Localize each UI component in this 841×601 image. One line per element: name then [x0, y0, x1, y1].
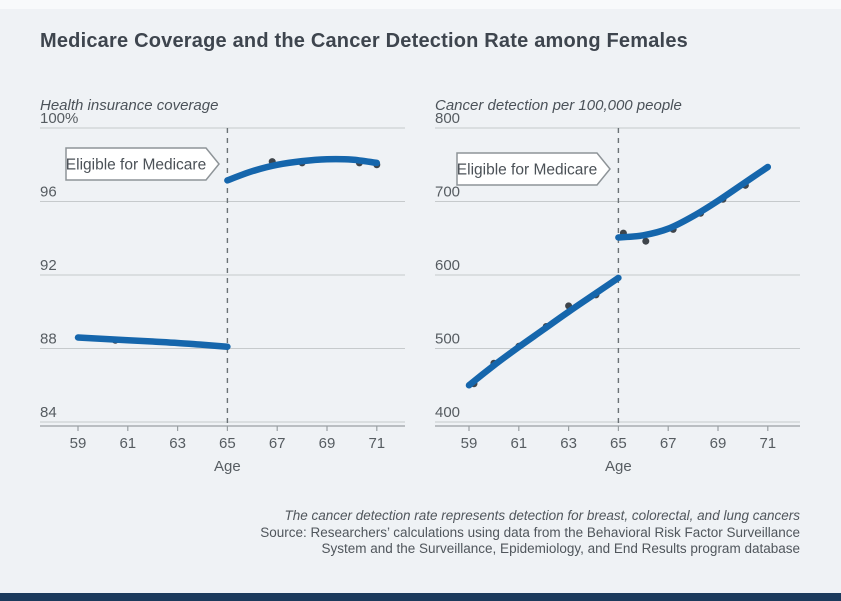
x-tick-label: 69 [319, 435, 336, 452]
x-tick-label: 65 [610, 435, 627, 452]
x-tick-label: 65 [219, 435, 236, 452]
x-tick-label: 61 [119, 435, 136, 452]
eligible-for-medicare-callout [65, 147, 220, 181]
fit-line-fit-before-65 [465, 274, 622, 389]
panel-title: Cancer detection per 100,000 people [435, 97, 682, 114]
callout-label: Eligible for Medicare [457, 162, 597, 179]
y-tick-label: 96 [40, 184, 57, 201]
footer-source-line-2: System and the Surveillance, Epidemiolog… [321, 541, 800, 556]
x-tick-label: 59 [70, 435, 87, 452]
x-tick-label: 69 [710, 435, 727, 452]
y-tick-label: 800 [435, 110, 460, 127]
footer-source-line-1: Source: Researchers’ calculations using … [260, 524, 800, 540]
fit-line-fit-after-65 [615, 163, 772, 241]
footer: The cancer detection rate represents det… [260, 508, 800, 558]
y-tick-label: 500 [435, 331, 460, 348]
y-tick-label: 700 [435, 184, 460, 201]
x-tick-label: 63 [560, 435, 577, 452]
x-tick-label: 67 [660, 435, 677, 452]
y-tick-label: 100% [40, 110, 78, 127]
x-tick-label: 63 [169, 435, 186, 452]
bottom-accent-bar [0, 593, 841, 601]
y-tick-label: 600 [435, 257, 460, 274]
top-strip [0, 0, 841, 9]
x-tick-label: 71 [759, 435, 776, 452]
fit-line-fit-before-65 [74, 334, 231, 350]
data-point [642, 237, 650, 245]
x-tick-label: 61 [510, 435, 527, 452]
x-tick-label: 59 [461, 435, 478, 452]
panel-title: Health insurance coverage [40, 97, 218, 114]
x-tick-label: 71 [368, 435, 385, 452]
y-tick-label: 84 [40, 404, 57, 421]
age-axis-label: Age [214, 458, 241, 475]
age-axis-label: Age [605, 458, 632, 475]
y-tick-label: 400 [435, 404, 460, 421]
callout-label: Eligible for Medicare [66, 157, 206, 174]
y-tick-label: 92 [40, 257, 57, 274]
fit-line-fit-after-65 [224, 155, 381, 184]
footer-note: The cancer detection rate represents det… [284, 508, 800, 523]
y-tick-label: 88 [40, 331, 57, 348]
page-title: Medicare Coverage and the Cancer Detecti… [40, 30, 688, 52]
eligible-for-medicare-callout [456, 152, 611, 186]
x-tick-label: 67 [269, 435, 286, 452]
